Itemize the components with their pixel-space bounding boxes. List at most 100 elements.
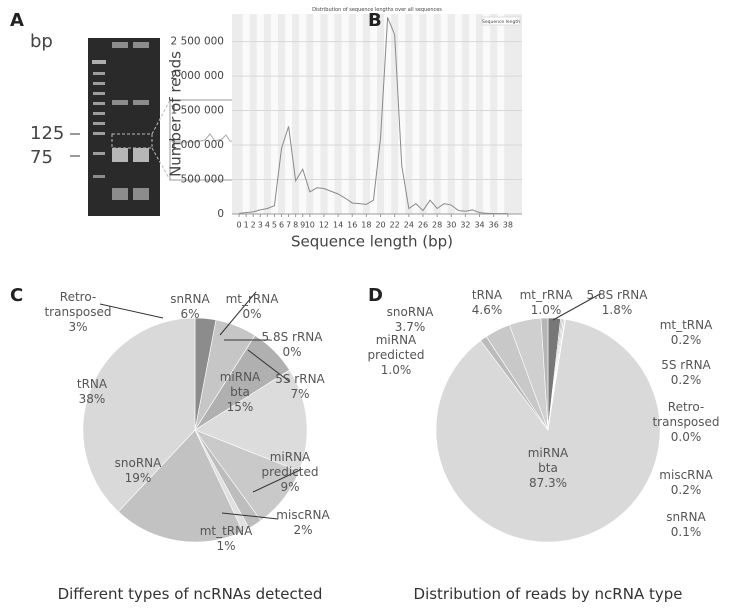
slice-name: snRNA bbox=[666, 510, 706, 524]
slice-value: 1.8% bbox=[601, 303, 633, 317]
slice-label: mt_rRNA 1.0% bbox=[520, 288, 573, 318]
slice-value: 0.1% bbox=[670, 525, 702, 539]
pie-slice bbox=[82, 317, 196, 513]
gel-bands bbox=[92, 42, 149, 200]
slice-label: tRNA 38% bbox=[77, 377, 107, 407]
slice-name: mt_tRNA bbox=[199, 524, 253, 538]
slice-label: miRNA predicted 9% bbox=[255, 450, 325, 495]
gel-marker: 125 bbox=[30, 123, 64, 144]
slice-name: snoRNA bbox=[386, 305, 434, 319]
x-tick-label: 22 bbox=[390, 221, 400, 230]
x-tick-label: 6 bbox=[279, 221, 284, 230]
slice-label: 5.8S rRNA 0% bbox=[262, 330, 323, 360]
x-tick-label: 10 bbox=[305, 221, 315, 230]
panel-letter: A bbox=[10, 10, 24, 31]
slice-label: Retro-transposed 0.0% bbox=[646, 400, 726, 445]
slice-label: miscRNA 2% bbox=[276, 508, 329, 538]
y-axis-label: Number of reads bbox=[167, 51, 185, 177]
chart-title: Distribution of sequence lengths over al… bbox=[312, 7, 442, 13]
x-tick-label: 36 bbox=[489, 221, 499, 230]
stripe bbox=[242, 14, 250, 214]
slice-label: tRNA 4.6% bbox=[472, 288, 503, 318]
slice-label: miRNA bta 15% bbox=[215, 370, 265, 415]
x-tick-label: 5 bbox=[272, 221, 277, 230]
leader-line bbox=[219, 291, 257, 336]
pie-slice bbox=[194, 369, 308, 472]
x-tick-label: 38 bbox=[503, 221, 513, 230]
x-tick-label: 4 bbox=[265, 221, 270, 230]
stripe bbox=[285, 14, 293, 214]
caption: Distribution of reads by ncRNA type bbox=[413, 585, 683, 603]
slice-value: 19% bbox=[124, 471, 152, 485]
stripe bbox=[483, 14, 491, 214]
stripe bbox=[313, 14, 321, 214]
slice-value: 1.0% bbox=[380, 363, 412, 377]
x-tick-label: 26 bbox=[418, 221, 428, 230]
slice-name: snRNA bbox=[170, 292, 210, 306]
slice-value: 3.7% bbox=[394, 320, 426, 334]
stripe bbox=[440, 14, 448, 214]
slice-value: 2% bbox=[293, 523, 313, 537]
x-axis-label: Sequence length (bp) bbox=[291, 233, 453, 251]
y-tick-label: 2 500 000 bbox=[171, 36, 224, 48]
x-tick-label: 34 bbox=[474, 221, 484, 230]
slice-name: miscRNA bbox=[276, 508, 330, 522]
x-tick-label: 8 bbox=[293, 221, 298, 230]
slice-label: miRNA bta 87.3% bbox=[523, 446, 573, 491]
x-tick-label: 0 bbox=[237, 221, 242, 230]
pie-slice bbox=[435, 319, 661, 543]
slice-value: 3% bbox=[68, 320, 88, 334]
slice-label: miscRNA 0.2% bbox=[659, 468, 712, 498]
slice-label: snRNA 6% bbox=[170, 292, 209, 322]
stripe bbox=[369, 14, 377, 214]
panel-letter: B bbox=[368, 10, 382, 31]
slice-name: miRNA bta bbox=[527, 446, 569, 475]
slice-name: Retro-transposed bbox=[652, 400, 720, 429]
slice-value: 0.2% bbox=[670, 333, 702, 347]
y-tick-label: 500 000 bbox=[181, 174, 224, 186]
x-tick-label: 12 bbox=[319, 221, 329, 230]
slice-value: 0.2% bbox=[670, 483, 702, 497]
x-tick-label: 7 bbox=[286, 221, 291, 230]
stripe bbox=[454, 14, 462, 214]
slice-label: mt_tRNA 0.2% bbox=[660, 318, 713, 348]
gel-marker: 75 bbox=[30, 147, 53, 168]
slice-name: miRNA predicted bbox=[261, 450, 319, 479]
slice-label: mt_rRNA 0% bbox=[226, 292, 279, 322]
x-tick-label: 20 bbox=[375, 221, 385, 230]
slice-label: snoRNA 3.7% bbox=[387, 305, 434, 335]
x-tick-label: 32 bbox=[460, 221, 470, 230]
leader-line bbox=[99, 303, 164, 319]
gel-trace bbox=[172, 133, 261, 143]
slice-value: 15% bbox=[226, 400, 254, 414]
stripe bbox=[327, 14, 335, 214]
stripe bbox=[497, 14, 505, 214]
pie-slice bbox=[117, 429, 244, 543]
slice-name: mt_tRNA bbox=[659, 318, 713, 332]
x-tick-label: 16 bbox=[347, 221, 357, 230]
slice-name: 5.8S rRNA bbox=[586, 288, 648, 302]
slice-name: miscRNA bbox=[659, 468, 713, 482]
slice-label: 5S rRNA 0.2% bbox=[661, 358, 711, 388]
series-line bbox=[239, 17, 508, 215]
leader-line bbox=[247, 349, 291, 383]
x-tick-label: 24 bbox=[404, 221, 414, 230]
slice-name: tRNA bbox=[471, 288, 503, 302]
slice-name: miRNA predicted bbox=[367, 333, 425, 362]
gel-selection bbox=[111, 133, 153, 149]
x-tick-label: 28 bbox=[432, 221, 442, 230]
slice-value: 0% bbox=[242, 307, 262, 321]
x-tick-label: 3 bbox=[258, 221, 263, 230]
slice-value: 87.3% bbox=[528, 476, 568, 490]
panel-letter: D bbox=[368, 285, 383, 306]
slice-label: snoRNA 19% bbox=[115, 456, 162, 486]
x-tick-label: 14 bbox=[333, 221, 343, 230]
slice-value: 9% bbox=[280, 480, 300, 494]
legend-label: Sequence length bbox=[482, 19, 520, 25]
leader-line bbox=[552, 293, 601, 321]
panel-letter: C bbox=[10, 285, 24, 306]
x-tick-label: 30 bbox=[446, 221, 456, 230]
gel-unit: bp bbox=[30, 31, 53, 52]
